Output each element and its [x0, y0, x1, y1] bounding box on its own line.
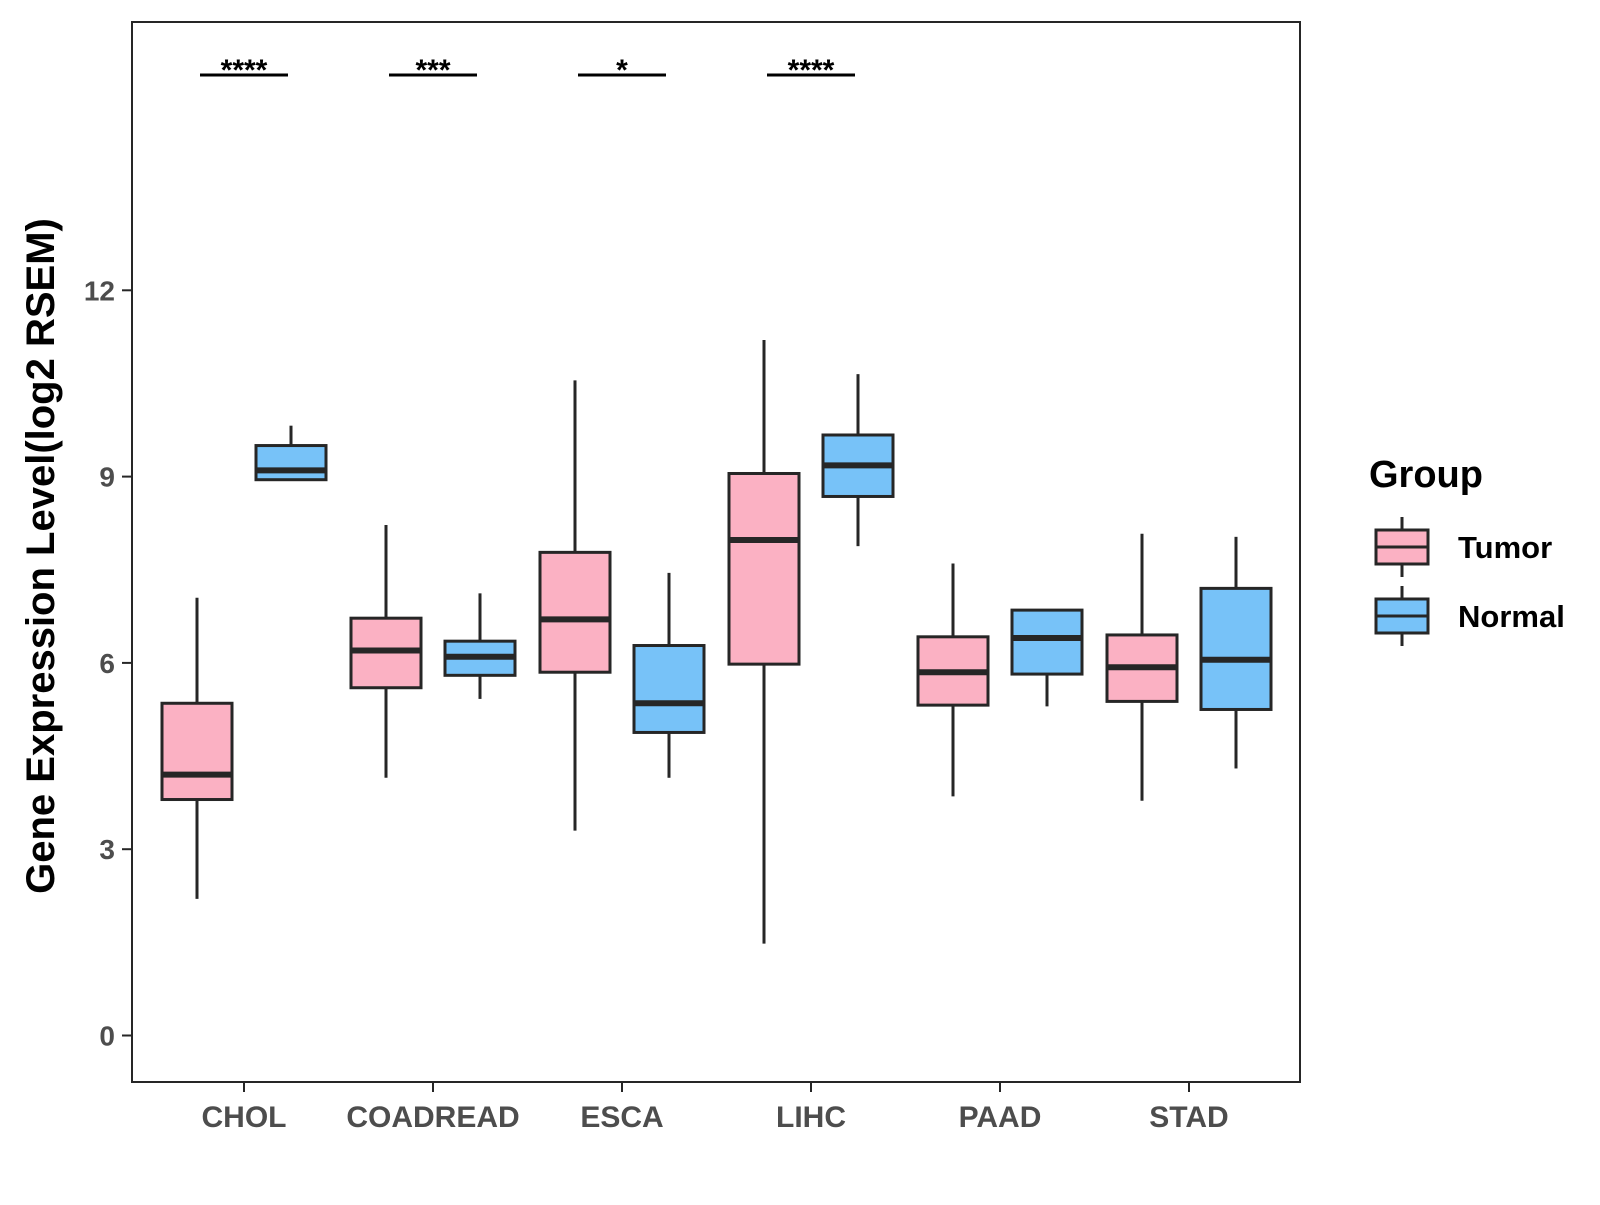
x-tick-label: CHOL — [202, 1101, 287, 1134]
x-tick-label: ESCA — [580, 1101, 663, 1134]
plot-panel-border — [131, 21, 1301, 1083]
box-body — [254, 444, 328, 482]
x-tick-label: COADREAD — [346, 1101, 519, 1134]
box-normal-lihc — [821, 374, 895, 547]
box-normal-paad — [1010, 608, 1084, 707]
box-body — [538, 550, 612, 674]
box-tumor-paad — [916, 563, 990, 797]
x-axis: CHOL COADREAD ESCA LIHC PAAD STAD — [202, 1082, 1229, 1134]
y-axis: 0 3 6 9 12 — [84, 275, 132, 1052]
box-series — [160, 339, 1273, 944]
box-tumor-esca — [538, 380, 612, 831]
legend-label-tumor: Tumor — [1458, 530, 1552, 565]
box-body — [160, 701, 234, 802]
box-body — [1199, 586, 1273, 711]
box-normal-chol — [254, 425, 328, 482]
y-tick-label: 6 — [99, 648, 115, 679]
box-body — [632, 644, 706, 734]
y-tick-label: 12 — [84, 275, 115, 306]
legend-item-tumor: Tumor — [1374, 517, 1552, 577]
legend-label-normal: Normal — [1458, 599, 1565, 634]
significance-label: * — [616, 54, 628, 87]
significance-label: **** — [788, 54, 835, 87]
box-tumor-lihc — [727, 339, 801, 944]
significance-label: **** — [221, 54, 268, 87]
y-tick-label: 0 — [99, 1021, 115, 1052]
box-normal-coadread — [443, 593, 517, 699]
box-body — [727, 471, 801, 666]
legend: Group Tumor Normal — [1369, 454, 1565, 646]
legend-title: Group — [1369, 454, 1483, 496]
box-tumor-stad — [1105, 533, 1179, 801]
y-tick-label: 9 — [99, 462, 115, 493]
box-normal-esca — [632, 572, 706, 778]
box-body — [1010, 608, 1084, 676]
significance-annotations: **** *** * **** — [200, 54, 855, 87]
x-tick-label: PAAD — [959, 1101, 1042, 1134]
legend-item-normal: Normal — [1374, 586, 1565, 646]
y-tick-label: 3 — [99, 834, 115, 865]
significance-label: *** — [415, 54, 450, 87]
box-tumor-chol — [160, 597, 234, 899]
box-normal-stad — [1199, 536, 1273, 769]
x-tick-label: LIHC — [776, 1101, 846, 1134]
x-tick-label: STAD — [1149, 1101, 1228, 1134]
box-tumor-coadread — [349, 525, 423, 778]
y-axis-title: Gene Expression Level(log2 RSEM) — [19, 218, 63, 894]
